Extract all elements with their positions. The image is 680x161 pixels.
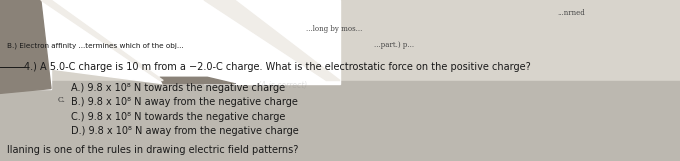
Polygon shape xyxy=(0,0,51,93)
Text: ...nrned: ...nrned xyxy=(558,9,585,17)
Polygon shape xyxy=(41,0,163,80)
Text: (A is correct): (A is correct) xyxy=(258,81,307,90)
Polygon shape xyxy=(41,0,235,84)
Text: D.) 9.8 x 10⁸ N away from the negative charge: D.) 9.8 x 10⁸ N away from the negative c… xyxy=(71,126,299,136)
Text: B.) 9.8 x 10⁸ N away from the negative charge: B.) 9.8 x 10⁸ N away from the negative c… xyxy=(71,97,299,107)
Polygon shape xyxy=(0,0,51,89)
Text: ...part.) p...: ...part.) p... xyxy=(374,41,414,49)
Text: 4.) A 5.0-C charge is 10 m from a −2.0-C charge. What is the electrostatic force: 4.) A 5.0-C charge is 10 m from a −2.0-C… xyxy=(24,62,530,72)
Text: B.) Electron affinity ...termines which of the obj...: B.) Electron affinity ...termines which … xyxy=(7,43,184,49)
Text: C.: C. xyxy=(58,96,66,104)
Bar xyxy=(0,80,680,161)
Polygon shape xyxy=(160,77,235,84)
Text: C.) 9.8 x 10⁸ N towards the negative charge: C.) 9.8 x 10⁸ N towards the negative cha… xyxy=(71,112,286,122)
Polygon shape xyxy=(204,0,340,80)
Text: A.) 9.8 x 10⁸ N towards the negative charge: A.) 9.8 x 10⁸ N towards the negative cha… xyxy=(71,83,286,93)
Text: ...long by mos...: ...long by mos... xyxy=(306,25,362,33)
Polygon shape xyxy=(204,0,340,84)
Text: llaning is one of the rules in drawing electric field patterns?: llaning is one of the rules in drawing e… xyxy=(7,145,298,155)
